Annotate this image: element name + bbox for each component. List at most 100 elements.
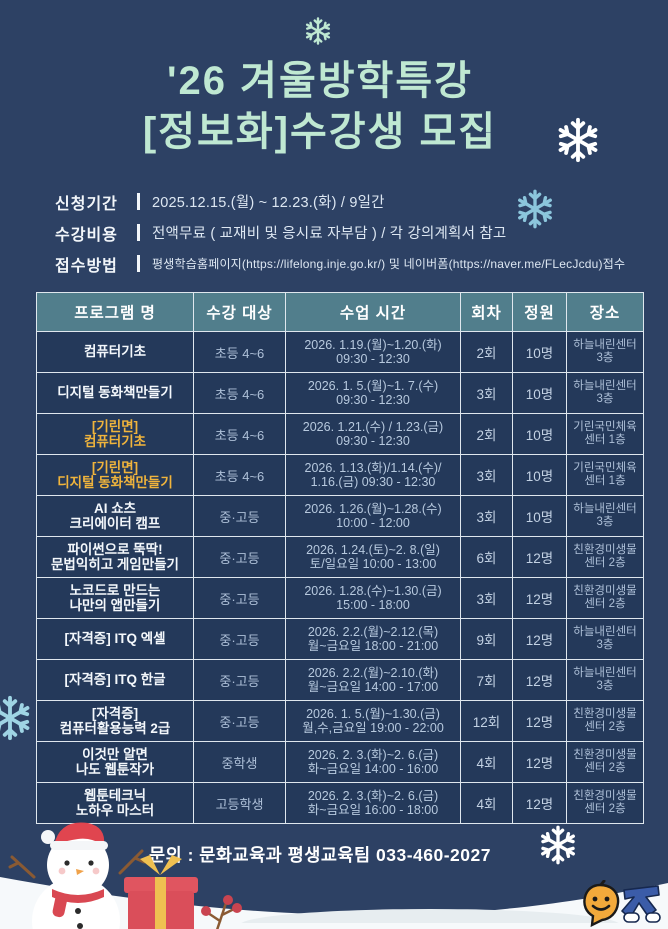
cell-line: 디지털 동화책만들기 <box>57 385 173 401</box>
cell-line: 센터 2층 <box>584 803 626 815</box>
table-row: [자격증] 컴퓨터활용능력 2급 중·고등 2026. 1. 5.(월)~1.30.(… <box>36 700 644 742</box>
cell-line: 2026. 1. 5.(월)~1.30.(금) <box>306 706 440 721</box>
cell-name: [기린면] 컴퓨터기초 <box>36 413 194 455</box>
cell-sessions: 3회 <box>460 454 513 496</box>
cell-name: 파이썬으로 뚝딱! 문법익히고 게임만들기 <box>36 536 194 578</box>
cell-line: 2026. 2.2.(월)~2.10.(화) <box>307 665 439 680</box>
cell-line: 2026. 2.2.(월)~2.12.(목) <box>307 624 439 639</box>
cell-line: 월~금요일 14:00 - 17:00 <box>307 680 439 694</box>
info-section: 신청기간 2025.12.15.(월) ~ 12.23.(화) / 9일간 수강… <box>55 186 655 279</box>
table-row: [기린면] 컴퓨터기초 초등 4~6 2026. 1.21.(수) / 1.23.(금… <box>36 413 644 455</box>
divider-bar <box>137 255 140 272</box>
blue-character-logo-icon <box>621 885 661 923</box>
cell-place: 친환경미생물 센터 2층 <box>566 577 644 619</box>
cell-line: 파이썬으로 뚝딱! <box>67 541 163 557</box>
table-row: 이것만 알면 나도 웹툰작가 중학생 2026. 2. 3.(화)~2. 6.(금) 화… <box>36 741 644 783</box>
mascot-logos <box>583 880 661 927</box>
cell-line: 하늘내린센터 <box>573 503 637 516</box>
cell-sessions: 2회 <box>460 331 513 373</box>
cell-target: 중·고등 <box>193 700 286 742</box>
cell-line: 2026. 1.24.(토)~2. 8.(일) <box>306 542 440 557</box>
cell-sessions: 3회 <box>460 577 513 619</box>
cell-place: 하늘내린센터 3층 <box>566 659 644 701</box>
cell-capacity: 10명 <box>512 495 567 537</box>
cell-line: [자격증] <box>91 705 139 721</box>
cell-time: 2026. 2.2.(월)~2.12.(목) 월~금요일 18:00 - 21:0… <box>285 618 461 660</box>
cell-name: [자격증] ITQ 엑셀 <box>36 618 194 660</box>
cell-line: 나도 웹툰작가 <box>75 762 155 777</box>
snowflake-icon <box>303 16 333 46</box>
table-row: 노코드로 만드는 나만의 앱만들기 중·고등 2026. 1.28.(수)~1.30.… <box>36 577 644 619</box>
table-row: 컴퓨터기초 초등 4~6 2026. 1.19.(월)~1.20.(화) 09:30 … <box>36 331 644 373</box>
cell-line: 나만의 앱만들기 <box>69 598 161 613</box>
cell-capacity: 12명 <box>512 618 567 660</box>
table-row: [기린면] 디지털 동화책만들기 초등 4~6 2026. 1.13.(화)/1.14… <box>36 454 644 496</box>
cell-line: 친환경미생물 <box>573 708 637 721</box>
cell-line: 화~금요일 14:00 - 16:00 <box>307 762 439 776</box>
smiley-mascot-icon <box>583 880 620 927</box>
info-value: 전액무료 ( 교재비 및 응시료 자부담 ) / 각 강의계획서 참고 <box>152 226 507 242</box>
cell-line: 화~금요일 16:00 - 18:00 <box>307 803 439 817</box>
table-row: [자격증] ITQ 엑셀 중·고등 2026. 2.2.(월)~2.12.(목) 월~… <box>36 618 644 660</box>
cell-target: 중·고등 <box>193 495 286 537</box>
cell-line: 하늘내린센터 <box>573 626 637 639</box>
cell-capacity: 12명 <box>512 577 567 619</box>
cell-name: 컴퓨터기초 <box>36 331 194 373</box>
cell-time: 2026. 1.26.(월)~1.28.(수) 10:00 - 12:00 <box>285 495 461 537</box>
cell-line: 문법익히고 게임만들기 <box>51 557 179 572</box>
cell-line: 09:30 - 12:30 <box>336 434 410 448</box>
col-header-target: 수강 대상 <box>193 292 286 332</box>
cell-name: [자격증] ITQ 한글 <box>36 659 194 701</box>
table-row: 웹툰테크닉 노하우 마스터 고등학생 2026. 2. 3.(화)~2. 6.(금) 화… <box>36 782 644 824</box>
cell-line: 10:00 - 12:00 <box>336 516 410 530</box>
cell-sessions: 7회 <box>460 659 513 701</box>
cell-name: 디지털 동화책만들기 <box>36 372 194 414</box>
cell-line: 기린국민체육 <box>573 462 637 475</box>
info-label: 신청기간 <box>55 195 118 213</box>
info-value: 2025.12.15.(월) ~ 12.23.(화) / 9일간 <box>152 195 385 211</box>
cell-place: 하늘내린센터 3층 <box>566 495 644 537</box>
snowflake-icon <box>0 694 34 742</box>
cell-line: 3층 <box>596 393 614 405</box>
program-table-header: 프로그램 명 수강 대상 수업 시간 회차 정원 장소 <box>36 292 644 332</box>
cell-line: 센터 2층 <box>584 598 626 610</box>
cell-line: 2026. 1.28.(수)~1.30.(금) <box>304 583 442 598</box>
cell-target: 중·고등 <box>193 536 286 578</box>
cell-line: 3층 <box>596 352 614 364</box>
cell-target: 중·고등 <box>193 618 286 660</box>
info-row-fee: 수강비용 전액무료 ( 교재비 및 응시료 자부담 ) / 각 강의계획서 참고 <box>55 217 655 248</box>
cell-sessions: 9회 <box>460 618 513 660</box>
cell-time: 2026. 2. 3.(화)~2. 6.(금) 화~금요일 14:00 - 16:… <box>285 741 461 783</box>
cell-time: 2026. 1.24.(토)~2. 8.(일) 토/일요일 10:00 - 13:… <box>285 536 461 578</box>
cell-line: 월,수,금요일 19:00 - 22:00 <box>302 721 444 735</box>
divider-bar <box>137 193 140 210</box>
cell-place: 친환경미생물 센터 2층 <box>566 536 644 578</box>
cell-time: 2026. 1.28.(수)~1.30.(금) 15:00 - 18:00 <box>285 577 461 619</box>
cell-time: 2026. 1.19.(월)~1.20.(화) 09:30 - 12:30 <box>285 331 461 373</box>
cell-line: 09:30 - 12:30 <box>336 393 410 407</box>
cell-capacity: 12명 <box>512 782 567 824</box>
cell-line: 하늘내린센터 <box>573 339 637 352</box>
cell-name: 노코드로 만드는 나만의 앱만들기 <box>36 577 194 619</box>
cell-line: 1.16.(금) 09:30 - 12:30 <box>310 475 436 489</box>
cell-capacity: 10명 <box>512 331 567 373</box>
cell-line: 2026. 1. 5.(월)~1. 7.(수) <box>307 378 439 393</box>
cell-line: 컴퓨터활용능력 2급 <box>59 721 171 736</box>
info-label: 수강비용 <box>55 226 118 244</box>
cell-capacity: 10명 <box>512 372 567 414</box>
cell-line: 크리에이터 캠프 <box>69 516 161 531</box>
header-row: 프로그램 명 수강 대상 수업 시간 회차 정원 장소 <box>36 292 644 332</box>
cell-line: 센터 2층 <box>584 762 626 774</box>
cell-line: 노코드로 만드는 <box>69 582 161 598</box>
poster-title: '26 겨울방학특강 [정보화]수강생 모집 <box>0 56 640 158</box>
cell-line: 친환경미생물 <box>573 749 637 762</box>
cell-line: 노하우 마스터 <box>75 803 155 818</box>
info-value: 평생학습홈페이지(https://lifelong.inje.go.kr/) 및… <box>152 257 626 271</box>
cell-line: 친환경미생물 <box>573 585 637 598</box>
cell-line: AI 쇼츠 <box>93 500 137 516</box>
cell-sessions: 3회 <box>460 495 513 537</box>
cell-name: [자격증] 컴퓨터활용능력 2급 <box>36 700 194 742</box>
cell-line: 웹툰테크닉 <box>83 787 147 803</box>
col-header-program: 프로그램 명 <box>36 292 194 332</box>
